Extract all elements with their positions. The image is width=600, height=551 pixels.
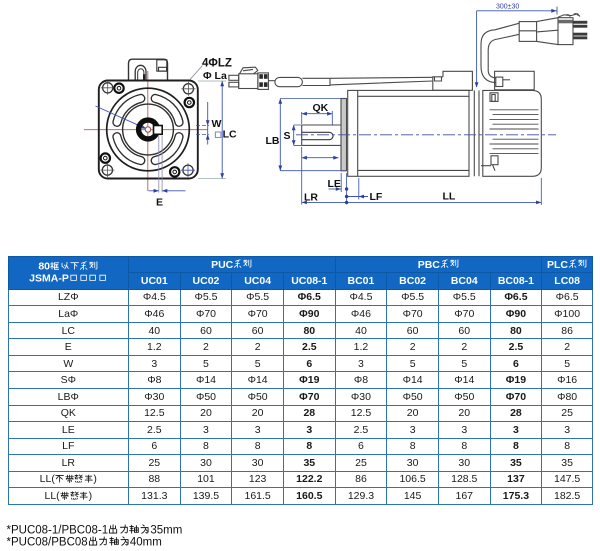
svg-text:Φ La: Φ La: [203, 70, 227, 82]
svg-text:LL: LL: [443, 191, 456, 203]
svg-text:S: S: [284, 130, 291, 142]
svg-text:W: W: [212, 118, 222, 130]
svg-text:E: E: [156, 197, 163, 209]
svg-text:300±30: 300±30: [496, 4, 519, 11]
svg-text:QK: QK: [313, 102, 329, 114]
svg-text:LF: LF: [370, 191, 383, 203]
svg-text:LE: LE: [328, 178, 341, 190]
svg-text:4ΦLZ: 4ΦLZ: [202, 58, 232, 70]
svg-text:LB: LB: [266, 135, 280, 147]
svg-text:LR: LR: [304, 191, 318, 203]
svg-text:LC: LC: [223, 128, 237, 140]
